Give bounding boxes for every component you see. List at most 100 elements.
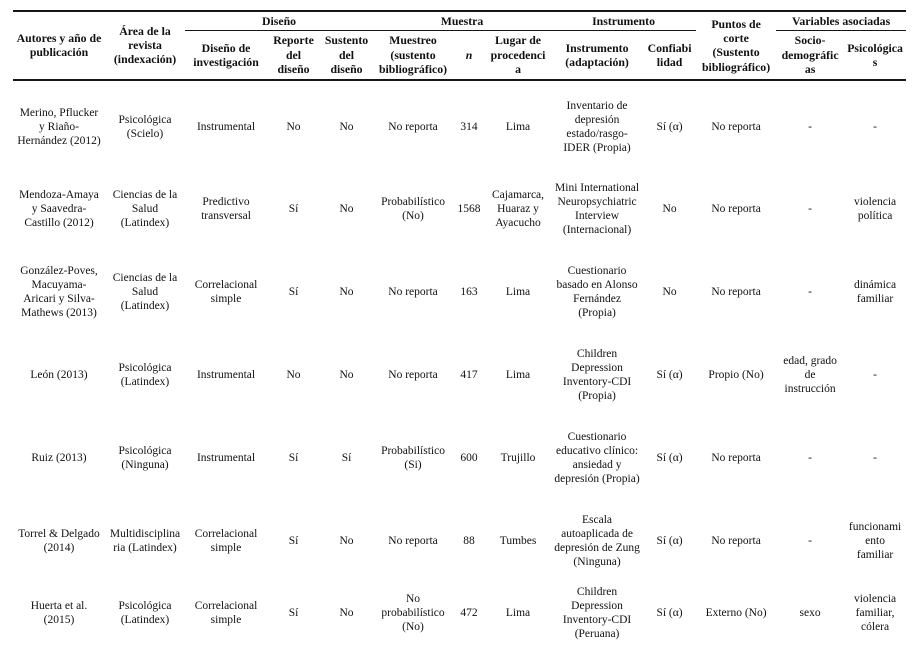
cell-area: Ciencias de la Salud (Latindex) — [112, 271, 178, 312]
cell-diseno-investigacion: Instrumental — [196, 368, 256, 381]
cell-lugar: Lima — [505, 285, 531, 298]
header-reporte-diseno: Reporte del diseño — [267, 30, 320, 81]
cell-lugar: Lima — [505, 368, 531, 381]
table-row: Huerta et al. (2015) Psicológica (Latind… — [13, 577, 906, 649]
cell-lugar: Lima — [505, 606, 531, 619]
table-row: Merino, Pflucker y Riaño-Hernández (2012… — [13, 80, 906, 173]
header-confiabilidad: Confiabilidad — [643, 30, 697, 81]
cell-muestreo: No reporta — [388, 285, 438, 298]
cell-reporte: No — [286, 368, 301, 381]
cell-lugar: Lima — [505, 120, 531, 133]
cell-confiabilidad: No — [662, 285, 677, 298]
table-row: León (2013) Psicológica (Latindex) Instr… — [13, 339, 906, 411]
header-area-revista: Área de la revista (indexación) — [105, 11, 185, 81]
cell-psicologicas: - — [873, 120, 877, 133]
cell-confiabilidad: Sí (α) — [656, 368, 683, 381]
cell-autores: Ruiz (2013) — [31, 451, 87, 464]
cell-instrumento: Mini International Neuropsychiatric Inte… — [555, 181, 640, 236]
cell-sustento: No — [339, 606, 354, 619]
group-header-row: Autores y año de publicación Área de la … — [13, 11, 907, 81]
header-psicologicas: Psicológicas — [844, 30, 907, 81]
cell-diseno-investigacion: Instrumental — [196, 120, 256, 133]
header-n: n — [453, 30, 486, 81]
cell-diseno-investigacion: Correlacional simple — [194, 527, 258, 554]
table-body: Merino, Pflucker y Riaño-Hernández (2012… — [13, 80, 906, 649]
cell-sociodemograficas: - — [808, 202, 812, 215]
cell-sociodemograficas: edad, grado de instrucción — [783, 354, 837, 395]
cell-sustento: No — [339, 534, 354, 547]
header-puntos-corte: Puntos de corte (Sustento bibliográfico) — [696, 11, 777, 81]
cell-autores: Mendoza-Amaya y Saavedra-Castillo (2012) — [19, 188, 99, 229]
cell-instrumento: Cuestionario educativo clínico: ansiedad… — [554, 430, 640, 485]
header-diseno-investigacion: Diseño de investigación — [185, 30, 267, 81]
cell-psicologicas: violencia política — [853, 195, 897, 222]
header-group-instrumento: Instrumento — [551, 11, 697, 32]
cell-instrumento: Children Depression Inventory-CDI (Perua… — [562, 585, 632, 640]
cell-diseno-investigacion: Correlacional simple — [194, 278, 258, 305]
cell-diseno-investigacion: Instrumental — [196, 451, 256, 464]
cell-n: 163 — [460, 285, 478, 298]
header-instrumento-adaptacion: Instrumento (adaptación) — [551, 30, 644, 81]
cell-reporte: Sí — [288, 606, 299, 619]
cell-puntos-corte: No reporta — [711, 202, 761, 215]
cell-sociodemograficas: - — [808, 120, 812, 133]
header-sustento-diseno: Sustento del diseño — [320, 30, 374, 81]
cell-reporte: Sí — [288, 534, 299, 547]
cell-puntos-corte: No reporta — [711, 534, 761, 547]
table-header: Autores y año de publicación Área de la … — [13, 11, 907, 81]
cell-psicologicas: funcionamiento familiar — [848, 520, 902, 561]
cell-n: 88 — [463, 534, 475, 547]
cell-n: 1568 — [457, 202, 481, 215]
cell-diseno-investigacion: Predictivo transversal — [201, 195, 251, 222]
cell-muestreo: No reporta — [388, 120, 438, 133]
header-group-diseno: Diseño — [185, 11, 374, 32]
cell-sociodemograficas: sexo — [799, 606, 821, 619]
cell-muestreo: Probabilístico (No) — [381, 195, 445, 222]
cell-muestreo: No probabilístico (No) — [381, 592, 445, 633]
table-row: Torrel & Delgado (2014) Multidisciplinar… — [13, 505, 906, 577]
cell-sustento: No — [339, 120, 354, 133]
header-group-muestra: Muestra — [373, 11, 552, 32]
cell-reporte: Sí — [288, 285, 299, 298]
cell-area: Psicológica (Scielo) — [118, 113, 172, 140]
sub-header-row: Diseño de investigación Reporte del dise… — [13, 30, 907, 81]
table-row: Ruiz (2013) Psicológica (Ninguna) Instru… — [13, 411, 906, 505]
cell-autores: León (2013) — [30, 368, 88, 381]
cell-puntos-corte: Propio (No) — [708, 368, 764, 381]
cell-diseno-investigacion: Correlacional simple — [194, 599, 258, 626]
cell-confiabilidad: Sí (α) — [656, 606, 683, 619]
header-muestreo: Muestreo (sustento bibliográfico) — [373, 30, 454, 81]
cell-sustento: No — [339, 202, 354, 215]
cell-psicologicas: dinámica familiar — [853, 278, 897, 305]
cell-confiabilidad: Sí (α) — [656, 534, 683, 547]
cell-sustento: No — [339, 285, 354, 298]
cell-instrumento: Inventario de depresión estado/rasgo-IDE… — [563, 99, 631, 154]
cell-confiabilidad: Sí (α) — [656, 451, 683, 464]
cell-instrumento: Children Depression Inventory-CDI (Propi… — [562, 347, 632, 402]
cell-reporte: Sí — [288, 451, 299, 464]
header-sociodemograficas: Socio-demográficas — [776, 30, 845, 81]
cell-puntos-corte: Externo (No) — [705, 606, 767, 619]
cell-autores: Torrel & Delgado (2014) — [18, 527, 100, 554]
cell-psicologicas: - — [873, 451, 877, 464]
cell-area: Multidisciplinaria (Latindex) — [109, 527, 181, 554]
cell-n: 600 — [460, 451, 478, 464]
cell-lugar: Cajamarca, Huaraz y Ayacucho — [492, 188, 545, 229]
cell-psicologicas: violencia familiar, cólera — [853, 592, 897, 633]
cell-area: Psicológica (Ninguna) — [118, 444, 172, 471]
cell-puntos-corte: No reporta — [711, 120, 761, 133]
header-lugar-procedencia: Lugar de procedencia — [485, 30, 552, 81]
cell-sustento: Sí — [341, 451, 352, 464]
cell-sustento: No — [339, 368, 354, 381]
header-group-variables: Variables asociadas — [776, 11, 907, 32]
cell-sociodemograficas: - — [808, 534, 812, 547]
cell-reporte: No — [286, 120, 301, 133]
cell-sociodemograficas: - — [808, 451, 812, 464]
table-row: Mendoza-Amaya y Saavedra-Castillo (2012)… — [13, 173, 906, 245]
cell-area: Psicológica (Latindex) — [118, 361, 172, 388]
cell-sociodemograficas: - — [808, 285, 812, 298]
cell-instrumento: Escala autoaplicada de depresión de Zung… — [554, 513, 640, 568]
cell-area: Psicológica (Latindex) — [118, 599, 172, 626]
cell-autores: Huerta et al. (2015) — [30, 599, 88, 626]
